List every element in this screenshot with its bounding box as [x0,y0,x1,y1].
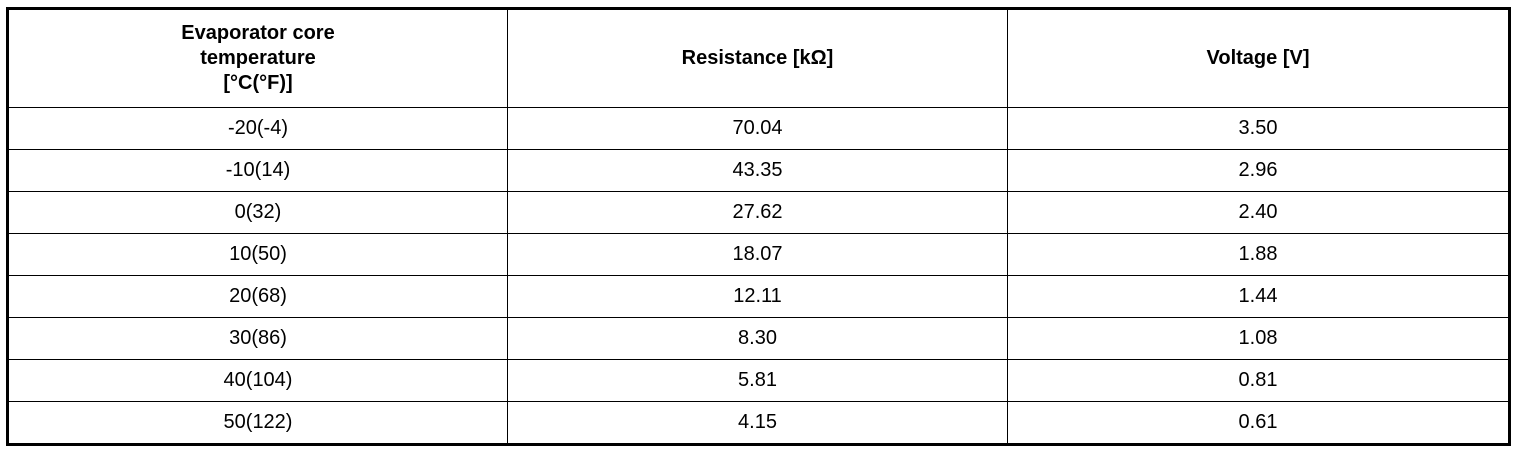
table-cell: 1.44 [1007,275,1510,318]
table-cell: 0.61 [1007,401,1510,445]
table-cell: -20(-4) [7,107,508,150]
table-cell: 5.81 [507,359,1008,402]
table-row: 40(104) 5.81 0.81 [7,359,1510,402]
table-row: 10(50) 18.07 1.88 [7,233,1510,276]
table-cell: 20(68) [7,275,508,318]
table-cell: 2.40 [1007,191,1510,234]
header-cell: Evaporator core temperature [°C(°F)] [7,8,508,108]
table-cell: 10(50) [7,233,508,276]
table-cell: 1.88 [1007,233,1510,276]
data-table: Evaporator core temperature [°C(°F)] Resi… [6,7,1511,446]
table-cell: 30(86) [7,317,508,360]
header-cell: Voltage [V] [1007,8,1510,108]
table-row: 0(32) 27.62 2.40 [7,191,1510,234]
table-row: 30(86) 8.30 1.08 [7,317,1510,360]
table-row: 20(68) 12.11 1.44 [7,275,1510,318]
table-cell: -10(14) [7,149,508,192]
table-cell: 43.35 [507,149,1008,192]
table-cell: 3.50 [1007,107,1510,150]
table-cell: 12.11 [507,275,1008,318]
table-cell: 4.15 [507,401,1008,445]
table-row: -10(14) 43.35 2.96 [7,149,1510,192]
table-cell: 27.62 [507,191,1008,234]
table-cell: 50(122) [7,401,508,445]
table-wrap: Evaporator core temperature [°C(°F)] Resi… [6,7,1511,446]
table-cell: 0(32) [7,191,508,234]
table-cell: 40(104) [7,359,508,402]
table-cell: 8.30 [507,317,1008,360]
table-head: Evaporator core temperature [°C(°F)] Resi… [7,8,1510,108]
header-row: Evaporator core temperature [°C(°F)] Resi… [7,8,1510,108]
header-cell: Resistance [kΩ] [507,8,1008,108]
table-row: -20(-4) 70.04 3.50 [7,107,1510,150]
table-cell: 70.04 [507,107,1008,150]
table-row: 50(122) 4.15 0.61 [7,401,1510,445]
table-body: -20(-4) 70.04 3.50 -10(14) 43.35 2.96 0(32) 27.… [7,107,1510,445]
table-cell: 1.08 [1007,317,1510,360]
table-cell: 18.07 [507,233,1008,276]
table-cell: 2.96 [1007,149,1510,192]
table-cell: 0.81 [1007,359,1510,402]
